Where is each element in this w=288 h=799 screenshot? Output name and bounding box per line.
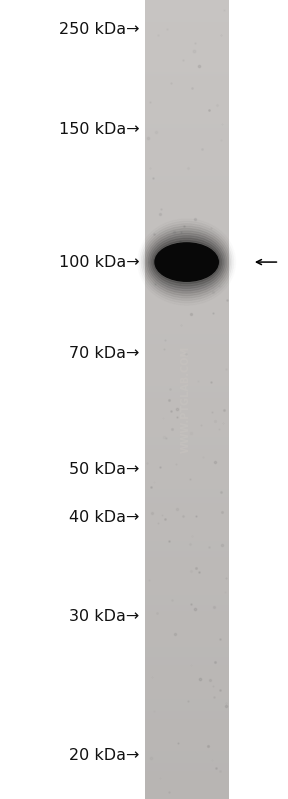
Text: 70 kDa→: 70 kDa→ bbox=[69, 346, 140, 360]
Text: 100 kDa→: 100 kDa→ bbox=[59, 255, 140, 269]
Ellipse shape bbox=[151, 238, 222, 286]
Ellipse shape bbox=[146, 231, 227, 293]
Text: WWW.PTGLAB.COM: WWW.PTGLAB.COM bbox=[181, 346, 191, 453]
Ellipse shape bbox=[148, 233, 225, 291]
Text: 150 kDa→: 150 kDa→ bbox=[59, 122, 140, 137]
Text: 250 kDa→: 250 kDa→ bbox=[59, 22, 140, 37]
Text: 20 kDa→: 20 kDa→ bbox=[69, 748, 140, 762]
Ellipse shape bbox=[150, 236, 223, 288]
Ellipse shape bbox=[145, 229, 229, 296]
Ellipse shape bbox=[153, 240, 220, 284]
Text: 40 kDa→: 40 kDa→ bbox=[69, 511, 140, 525]
Text: 50 kDa→: 50 kDa→ bbox=[69, 462, 140, 476]
Text: 30 kDa→: 30 kDa→ bbox=[69, 610, 140, 624]
Ellipse shape bbox=[155, 243, 218, 281]
